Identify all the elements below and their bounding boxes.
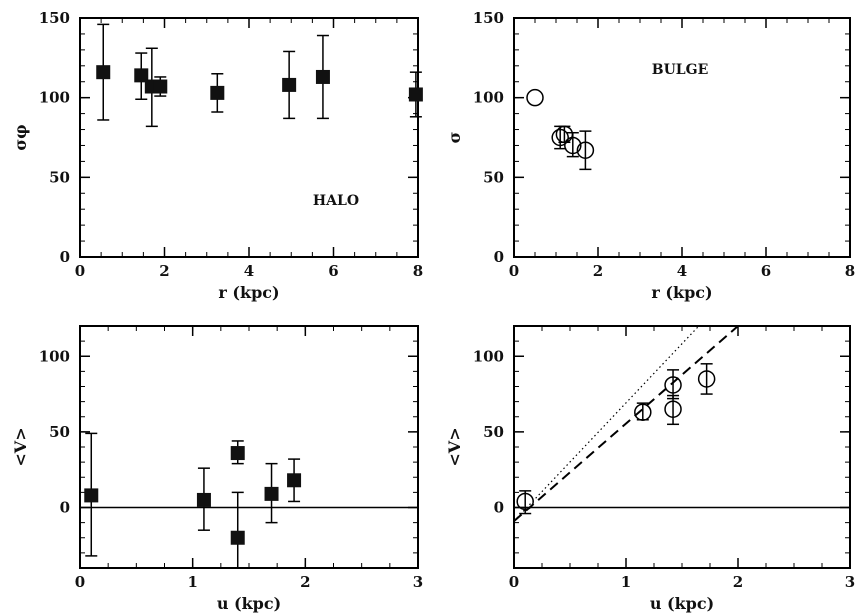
data-point — [315, 69, 330, 84]
data-point — [282, 77, 297, 92]
x-tick-label: 6 — [761, 262, 771, 280]
y-tick-label: 0 — [60, 499, 70, 517]
data-point — [287, 473, 302, 488]
data-point — [210, 85, 225, 100]
x-axis-label: u (kpc) — [217, 594, 281, 613]
x-tick-label: 1 — [187, 573, 197, 591]
x-tick-label: 8 — [413, 262, 423, 280]
data-point — [134, 68, 149, 83]
y-tick-label: 100 — [39, 89, 70, 107]
x-axis-label: r (kpc) — [651, 283, 712, 302]
x-tick-label: 0 — [75, 573, 85, 591]
y-tick-label: 50 — [483, 423, 504, 441]
data-point — [264, 486, 279, 501]
data-point — [230, 446, 245, 461]
data-point — [196, 492, 211, 507]
x-tick-label: 8 — [845, 262, 855, 280]
data-point — [516, 492, 534, 511]
y-tick-label: 100 — [473, 89, 504, 107]
plot-frame — [79, 325, 419, 569]
panel-bulge-velocity: 0 1 2 3 0 50 100 u (kpc) <V> — [445, 325, 855, 613]
y-tick-label: 0 — [60, 248, 70, 266]
x-tick-label: 3 — [845, 573, 855, 591]
x-tick-label: 4 — [244, 262, 254, 280]
x-tick-label: 0 — [509, 573, 519, 591]
plot-frame — [513, 325, 851, 569]
x-tick-label: 2 — [159, 262, 169, 280]
x-tick-label: 6 — [328, 262, 338, 280]
x-tick-label: 2 — [593, 262, 603, 280]
panel-annotation: BULGE — [652, 62, 709, 78]
data-point — [408, 87, 423, 102]
x-tick-label: 2 — [733, 573, 743, 591]
x-tick-label: 0 — [75, 262, 85, 280]
plot-frame — [79, 17, 419, 258]
y-tick-label: 50 — [483, 168, 504, 186]
y-tick-label: 150 — [473, 9, 504, 27]
y-tick-label: 150 — [39, 9, 70, 27]
panel-halo-sigma: 0 2 4 6 8 0 50 100 150 r (kpc) σφ HALO — [11, 9, 423, 302]
data-point — [697, 370, 716, 388]
y-axis-label: <V> — [11, 427, 30, 466]
y-tick-label: 0 — [494, 499, 504, 517]
data-point — [576, 141, 595, 159]
panel-bulge-sigma: 0 2 4 6 8 0 50 100 150 r (kpc) σ BULGE — [445, 9, 855, 302]
data-point — [84, 488, 99, 503]
x-tick-label: 1 — [621, 573, 631, 591]
data-point — [230, 530, 245, 545]
x-tick-label: 4 — [677, 262, 687, 280]
y-tick-label: 50 — [49, 168, 70, 186]
x-axis-label: r (kpc) — [218, 283, 279, 302]
y-axis-label: σ — [445, 132, 464, 144]
dotted-model-line — [514, 326, 700, 522]
x-axis-label: u (kpc) — [650, 594, 714, 613]
x-tick-label: 0 — [509, 262, 519, 280]
data-point — [526, 88, 544, 107]
panel-annotation: HALO — [313, 193, 359, 209]
dashed-model-line — [514, 326, 739, 522]
y-tick-label: 100 — [473, 347, 504, 365]
data-point — [564, 136, 582, 155]
data-point — [96, 65, 111, 80]
data-point — [664, 400, 682, 418]
y-tick-label: 50 — [49, 423, 70, 441]
data-point — [153, 79, 168, 94]
y-axis-label: σφ — [11, 124, 30, 150]
panel-halo-velocity: 0 1 2 3 0 50 100 u (kpc) <V> — [11, 325, 423, 613]
data-point — [634, 403, 652, 421]
y-tick-label: 0 — [494, 248, 504, 266]
data-point — [664, 376, 682, 394]
y-axis-label: <V> — [445, 427, 464, 466]
y-tick-label: 100 — [39, 347, 70, 365]
data-point — [551, 128, 569, 147]
x-tick-label: 2 — [300, 573, 310, 591]
x-tick-label: 3 — [413, 573, 423, 591]
